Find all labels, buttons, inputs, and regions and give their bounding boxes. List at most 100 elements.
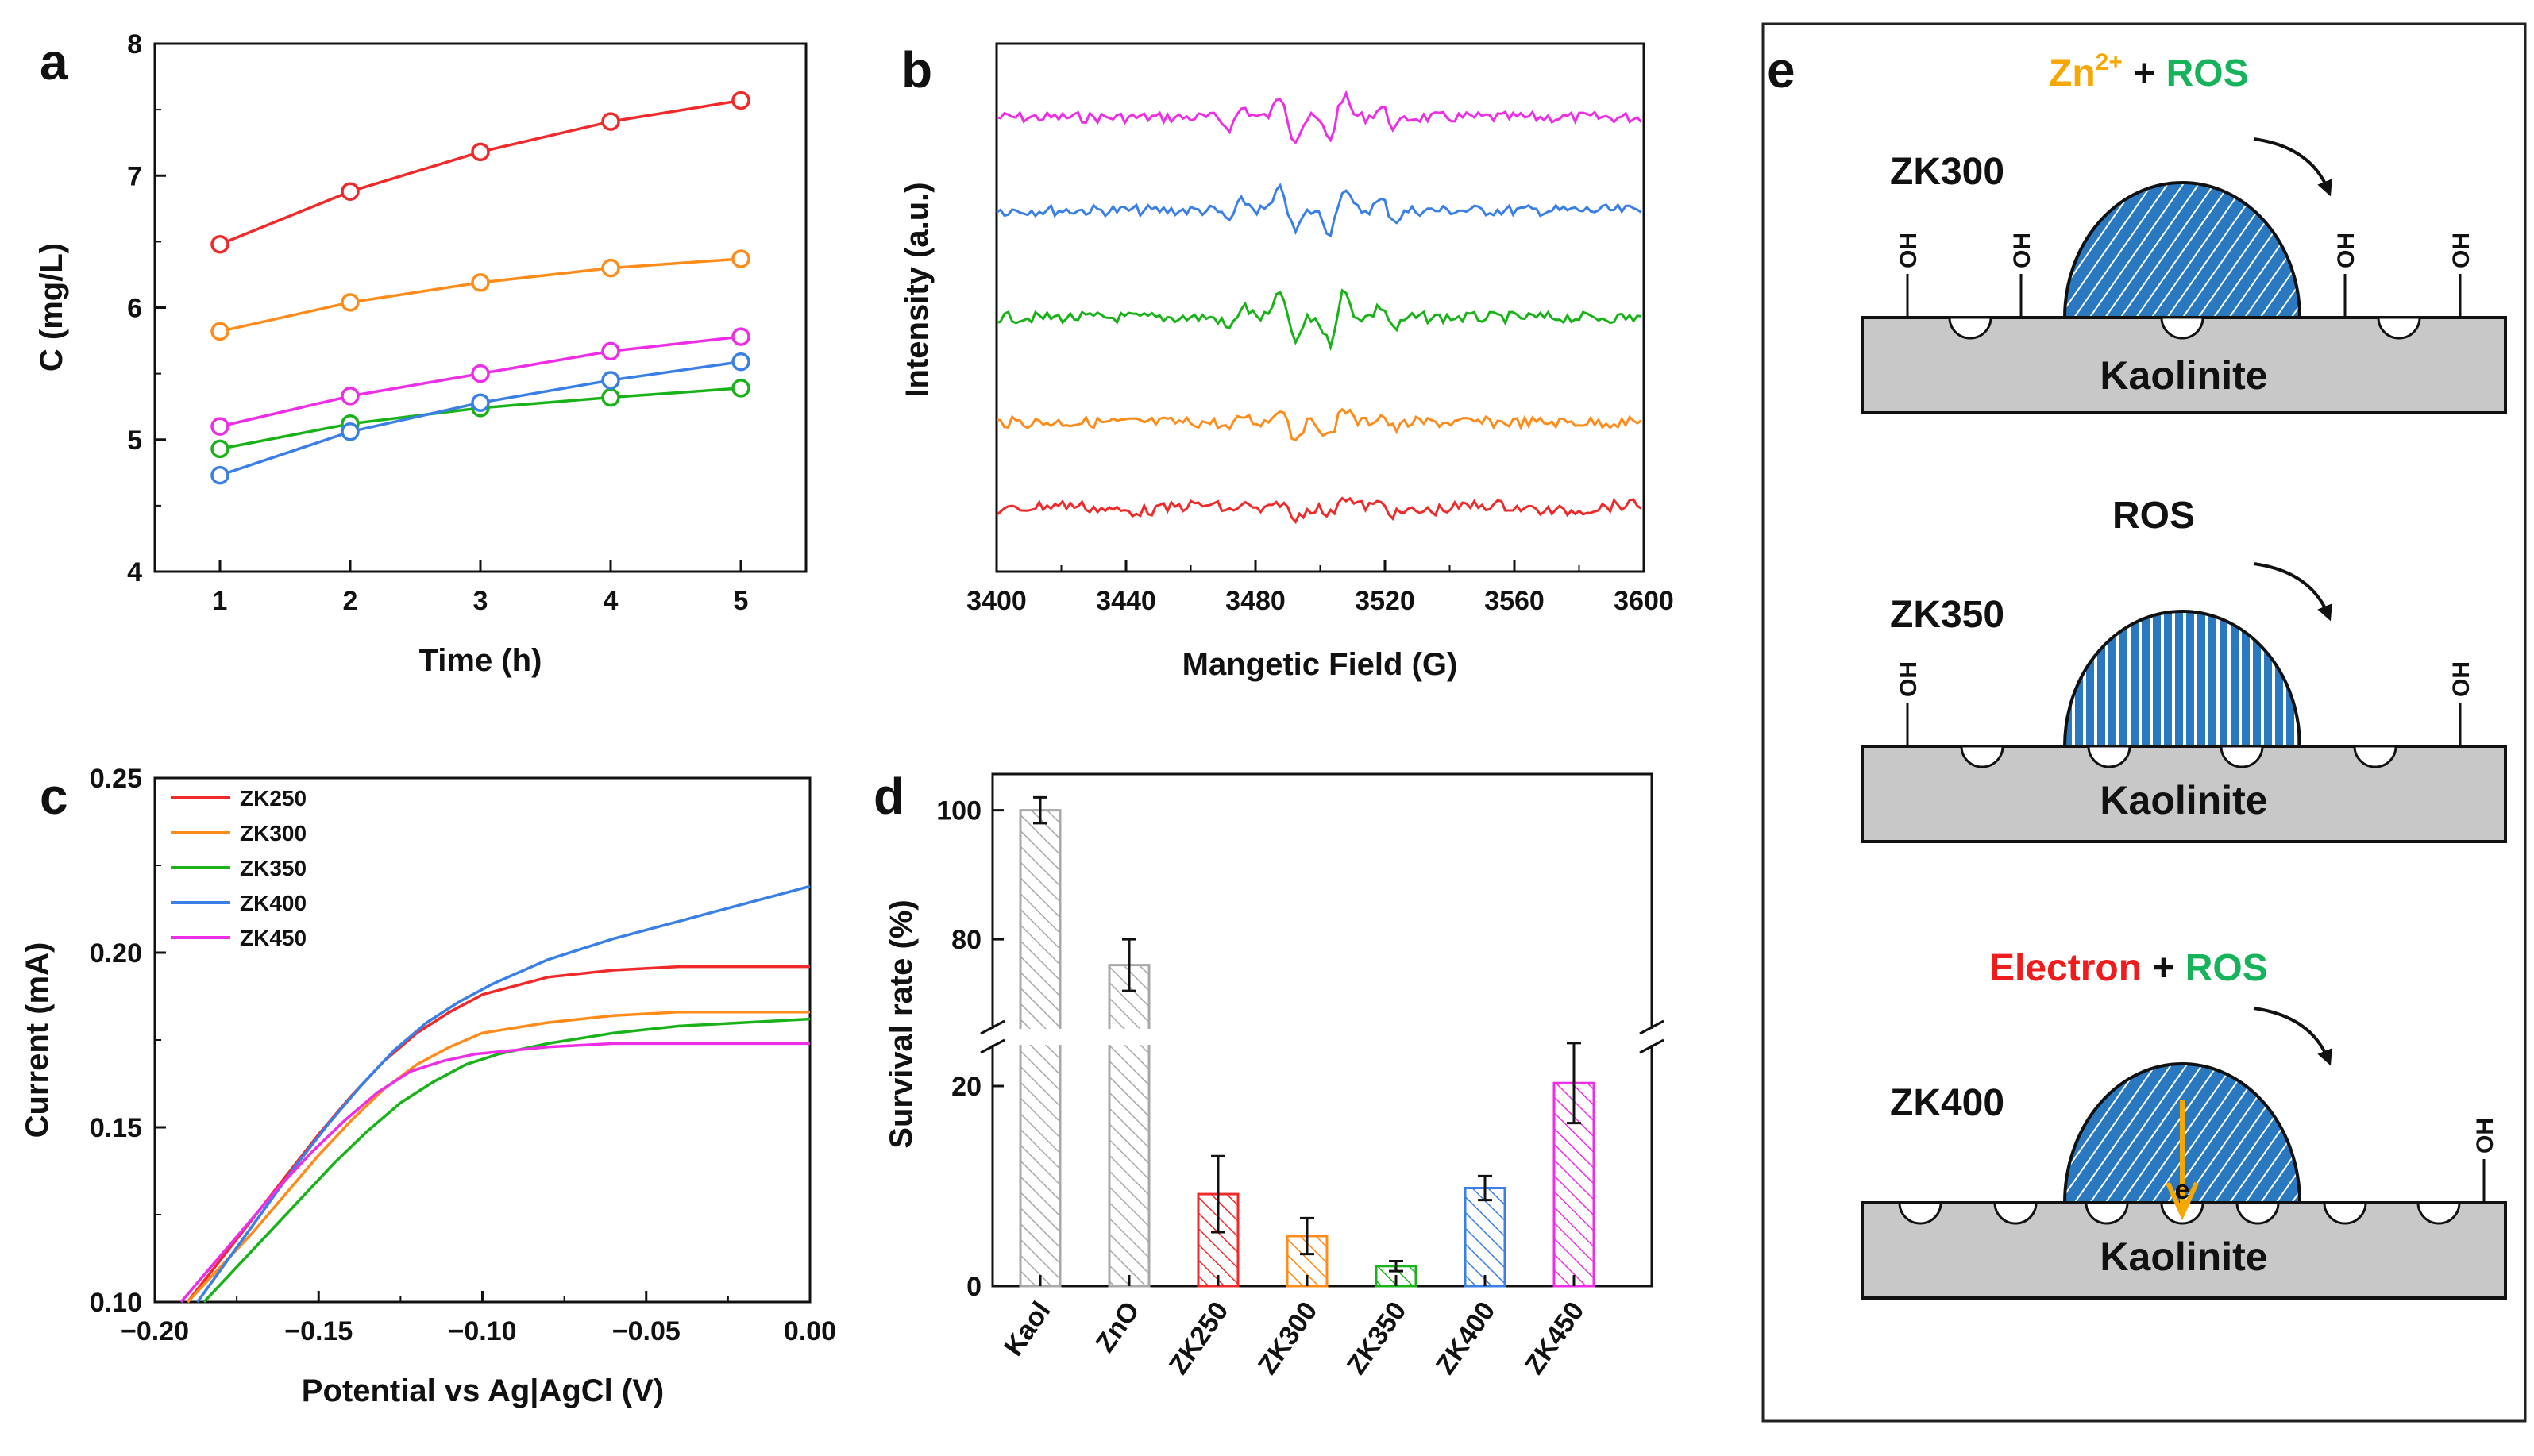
x-tick-label: 5 — [734, 586, 749, 616]
x-tick-label: −0.10 — [448, 1316, 516, 1346]
surface-pit — [2353, 745, 2397, 768]
epr-spectrum-zk450 — [996, 90, 1642, 144]
panel-a-xlabel: Time (h) — [419, 643, 542, 678]
x-tick-label: 4 — [604, 586, 619, 616]
electron-label: Electron — [1989, 947, 2142, 989]
oh-group-label: OH — [2009, 233, 2035, 268]
data-point-zk300 — [601, 258, 620, 278]
data-point-zk450 — [601, 341, 620, 361]
panel-label-a: a — [40, 33, 68, 91]
x-tick-label: 2 — [343, 586, 358, 616]
lsv-curve-zk250 — [186, 965, 810, 1304]
schematic-zk350: ROS ZK350 Kaolinite OH OH — [1861, 495, 2507, 843]
x-tick-label: 3600 — [1614, 586, 1674, 616]
panel-e-schematic: Zn2+ + ROS ZK300 Kaolinite OH OH OH OH R… — [1761, 22, 2527, 1423]
schematic-zk400: Electron + ROS ZK400 e Kaolinite OH — [1861, 947, 2507, 1300]
lsv-curve-zk400 — [196, 884, 811, 1304]
data-point-zk400 — [471, 393, 490, 412]
data-point-zk300 — [471, 273, 490, 292]
x-tick-label: 3440 — [1096, 586, 1156, 616]
x-tick-label: −0.20 — [121, 1316, 189, 1346]
surface-pit — [1960, 745, 2004, 768]
panel-c-xlabel: Potential vs Ag|AgCl (V) — [302, 1373, 664, 1408]
y-tick-label: 0.20 — [90, 938, 142, 969]
y-tick-label: 4 — [127, 557, 142, 587]
panel-d-chart: 0 20 80 100 Kaol ZnO ZK250 ZK300 ZK350 ZK400 ZK45… — [884, 772, 1664, 1380]
epr-spectrum-zk250 — [996, 496, 1642, 525]
lsv-curve-zk350 — [202, 1017, 811, 1304]
x-tick-label: Kaol — [998, 1296, 1056, 1362]
data-point-zk250 — [341, 182, 360, 201]
x-tick-label: 3480 — [1225, 586, 1286, 616]
x-tick-label: 0.00 — [784, 1316, 836, 1346]
x-tick-label: 1 — [213, 586, 228, 616]
plus-sign: + — [2123, 52, 2166, 94]
x-tick-label: 3520 — [1355, 586, 1415, 616]
panel-d-break-mark — [980, 1019, 1005, 1035]
x-tick-label: ZK250 — [1163, 1296, 1235, 1380]
surface-pit — [2416, 1201, 2461, 1225]
panel-e-border — [1761, 22, 2527, 1423]
panel-label-c: c — [40, 768, 68, 825]
legend-label-zk450: ZK450 — [240, 926, 307, 950]
panel-a-frame — [153, 42, 808, 573]
data-point-zk300 — [731, 249, 750, 268]
data-point-zk250 — [731, 91, 750, 110]
ros-label: ROS — [2166, 52, 2249, 94]
schematic-zk300: Zn2+ + ROS ZK300 Kaolinite OH OH OH OH — [1861, 49, 2507, 414]
data-point-zk350 — [210, 439, 229, 459]
panel-label-b: b — [901, 41, 932, 98]
x-tick-label: ZK350 — [1341, 1296, 1413, 1380]
legend-label-zk400: ZK400 — [240, 891, 307, 915]
arrow-icon — [2253, 562, 2332, 622]
bar-break-gap — [1106, 1029, 1152, 1045]
panel-d-break-mark — [1639, 1038, 1664, 1054]
legend-label-zk350: ZK350 — [240, 856, 307, 880]
panel-b-xlabel: Mangetic Field (G) — [1182, 647, 1458, 682]
electron-symbol: e — [2175, 1175, 2190, 1205]
bar-kaol — [1019, 809, 1062, 1288]
surface-pit — [2377, 316, 2421, 340]
oh-group-label: OH — [2472, 1118, 2498, 1154]
surface-pit — [2085, 1201, 2129, 1225]
data-point-zk350 — [731, 379, 750, 398]
y-tick-label: 100 — [936, 796, 982, 826]
y-tick-label: 6 — [127, 294, 142, 324]
panel-c-chart: −0.20 −0.15 −0.10 −0.05 0.00 0.10 0.15 0.20 0.25… — [20, 764, 836, 1408]
sample-label-zk300: ZK300 — [1890, 151, 2004, 193]
x-tick-label: 3400 — [966, 586, 1027, 616]
epr-spectrum-zk300 — [996, 407, 1642, 442]
x-tick-label: ZK450 — [1519, 1296, 1591, 1380]
kaolinite-label: Kaolinite — [2100, 778, 2267, 822]
lsv-curve-zk300 — [186, 1011, 810, 1304]
x-tick-label: ZK400 — [1430, 1296, 1502, 1380]
panel-a-ylabel: C (mg/L) — [34, 243, 69, 372]
oh-group-label: OH — [2448, 661, 2474, 697]
panel-b-ylabel: Intensity (a.u.) — [900, 182, 935, 397]
plus-sign: + — [2142, 947, 2185, 989]
y-tick-label: 0.10 — [90, 1288, 142, 1318]
x-tick-label: 3 — [473, 586, 488, 616]
panel-d-break-gap-right — [1642, 1029, 1661, 1045]
zno-particle — [2062, 610, 2302, 748]
lsv-curve-zk450 — [179, 1042, 810, 1304]
data-point-zk450 — [341, 387, 360, 406]
data-point-zk400 — [341, 422, 360, 441]
data-point-zk400 — [210, 465, 229, 485]
x-tick-label: ZnO — [1090, 1296, 1145, 1358]
surface-pit — [2160, 316, 2204, 340]
surface-pit — [2235, 1201, 2280, 1225]
sample-label-zk400: ZK400 — [1890, 1082, 2004, 1124]
oh-group-label: OH — [2448, 233, 2474, 268]
surface-pit — [2220, 745, 2264, 768]
y-tick-label: 20 — [951, 1072, 982, 1102]
panel-d-frame — [991, 772, 1653, 1288]
ros-label: ROS — [2185, 947, 2268, 989]
surface-pit — [1898, 1201, 1942, 1225]
zn-ion-label: Zn — [2049, 52, 2096, 94]
y-tick-label: 0 — [966, 1272, 982, 1302]
panel-d-break-mark — [1639, 1019, 1664, 1035]
panel-b-chart: 3400 3440 3480 3520 3560 3600 Mangetic Field … — [900, 42, 1674, 682]
x-tick-label: −0.05 — [612, 1316, 681, 1346]
panel-a-chart: 1 2 3 4 5 4 5 6 7 8 Time (h) C (mg/L) — [34, 29, 808, 678]
